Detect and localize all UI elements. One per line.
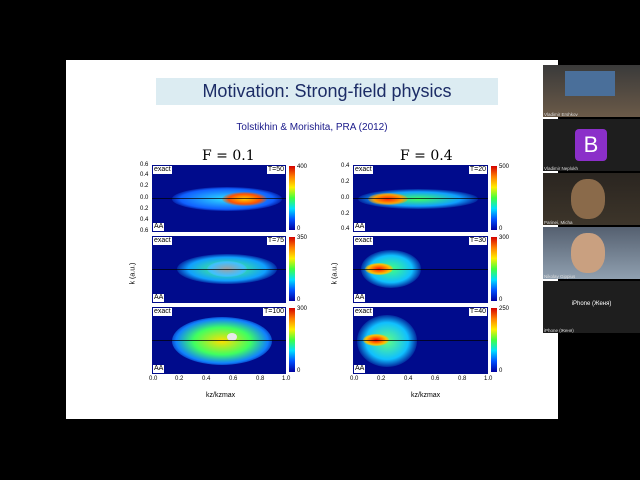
plot-panel-right-3: exact T=40 AA (353, 307, 488, 374)
colorbar-left-1 (289, 166, 295, 230)
participant-tile-2[interactable]: B Vladimir Neplokh (543, 119, 640, 171)
participant-label: iPhone (Женя) (571, 301, 612, 307)
slide-title: Motivation: Strong-field physics (156, 78, 498, 105)
participant-tile-1[interactable]: Vladimir Ershkov (543, 65, 640, 117)
y-axis-label-left: k (a.u.) (129, 262, 137, 285)
presentation-slide: Motivation: Strong-field physics Tolstik… (66, 60, 558, 419)
right-column-heading: F = 0.4 (400, 148, 453, 164)
participant-tile-4[interactable]: Nikolay Gippius (543, 227, 640, 279)
x-axis-label-left: kz/kzmax (206, 392, 236, 399)
participant-tile-5[interactable]: iPhone (Женя) iPhone (Женя) (543, 281, 640, 333)
colorbar-right-2 (491, 237, 497, 301)
plot-panel-left-2: exact T=75 AA (152, 236, 286, 303)
video-frame (571, 233, 605, 273)
colorbar-right-3 (491, 308, 497, 372)
plot-panel-left-1: exact T=50 AA (152, 165, 286, 232)
participant-strip: Vladimir Ershkov B Vladimir Neplokh Pari… (543, 65, 640, 335)
plot-panel-right-2: exact T=30 AA (353, 236, 488, 303)
colorbar-right-1 (491, 166, 497, 230)
x-axis-label-right: kz/kzmax (411, 392, 441, 399)
left-column-heading: F = 0.1 (202, 148, 255, 164)
video-frame (565, 71, 615, 96)
video-frame (571, 179, 605, 219)
plot-panel-right-1: exact T=20 AA (353, 165, 488, 232)
participant-tile-3[interactable]: Parinei, Micha (543, 173, 640, 225)
plot-panel-left-3: exact T=100 AA (152, 307, 286, 374)
avatar: B (575, 129, 607, 161)
colorbar-left-2 (289, 237, 295, 301)
slide-citation: Tolstikhin & Morishita, PRA (2012) (236, 122, 388, 133)
y-axis-label-right: k (a.u.) (331, 262, 339, 285)
colorbar-left-3 (289, 308, 295, 372)
